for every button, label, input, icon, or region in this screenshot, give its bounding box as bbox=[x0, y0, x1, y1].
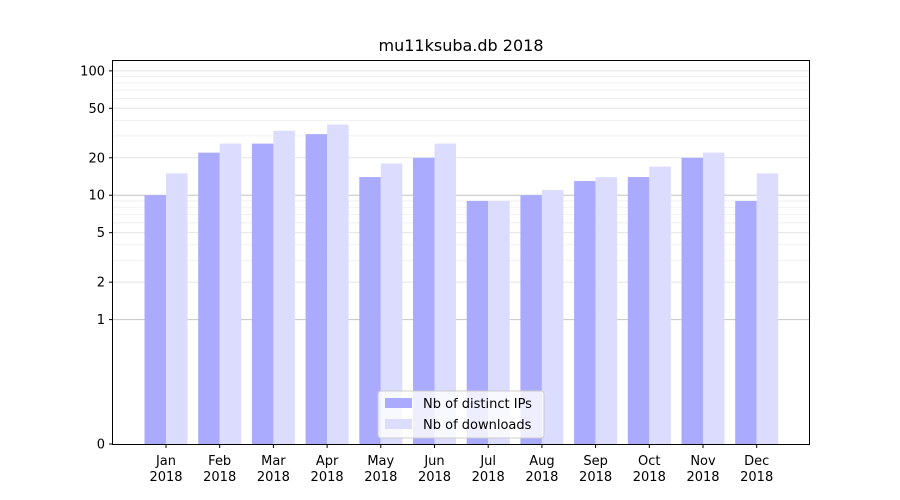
bar-downloads bbox=[756, 173, 779, 444]
y-tick-label: 1 bbox=[97, 313, 105, 328]
x-tick-label-year: 2018 bbox=[633, 470, 666, 485]
bar-distinct-ips bbox=[520, 195, 542, 444]
y-tick-label: 20 bbox=[88, 151, 105, 166]
bar-distinct-ips bbox=[735, 200, 757, 444]
y-tick-label: 10 bbox=[88, 189, 105, 204]
y-tick-label: 2 bbox=[97, 276, 105, 291]
legend-label: Nb of downloads bbox=[423, 418, 532, 433]
x-tick-label-month: Oct bbox=[638, 454, 660, 469]
x-tick-label-month: Dec bbox=[744, 454, 769, 469]
x-tick-label-year: 2018 bbox=[525, 470, 558, 485]
x-tick-label-month: Jun bbox=[423, 454, 444, 469]
legend-swatch bbox=[385, 419, 412, 429]
bar-distinct-ips bbox=[627, 177, 650, 444]
y-tick-label: 50 bbox=[88, 102, 105, 117]
x-tick-label-month: Jul bbox=[479, 454, 496, 469]
bar-downloads bbox=[649, 166, 671, 444]
x-tick-label-month: Mar bbox=[261, 454, 286, 469]
x-tick-label-year: 2018 bbox=[740, 470, 773, 485]
bar-downloads bbox=[327, 124, 349, 445]
x-tick-label-year: 2018 bbox=[257, 470, 290, 485]
y-tick-label: 100 bbox=[80, 64, 105, 79]
x-tick-label-month: Nov bbox=[690, 454, 716, 469]
x-tick-label-year: 2018 bbox=[203, 470, 236, 485]
x-axis: Jan2018Feb2018Mar2018Apr2018May2018Jun20… bbox=[149, 444, 773, 485]
bar-downloads bbox=[488, 200, 510, 444]
y-axis: 0 1 2 5 10 20 50 100 bbox=[80, 64, 113, 453]
bar-distinct-ips bbox=[198, 152, 220, 445]
bar-distinct-ips bbox=[359, 177, 381, 444]
y-tick-label: 0 bbox=[97, 438, 105, 453]
x-tick-label-year: 2018 bbox=[686, 470, 719, 485]
bar-downloads bbox=[273, 130, 295, 444]
x-tick-label-year: 2018 bbox=[311, 470, 344, 485]
bar-downloads bbox=[166, 173, 188, 444]
legend-label: Nb of distinct IPs bbox=[423, 397, 532, 412]
bars bbox=[144, 124, 779, 445]
x-tick-label-month: Feb bbox=[208, 454, 231, 469]
legend-box bbox=[377, 390, 545, 439]
x-tick-label-year: 2018 bbox=[149, 470, 182, 485]
bar-downloads bbox=[595, 177, 618, 444]
x-tick-label-month: Jan bbox=[155, 454, 176, 469]
x-tick-label-year: 2018 bbox=[418, 470, 451, 485]
plot-frame bbox=[112, 60, 810, 445]
x-tick-label-year: 2018 bbox=[579, 470, 612, 485]
x-tick-label-month: May bbox=[367, 454, 394, 469]
bar-distinct-ips bbox=[681, 157, 703, 444]
bar-downloads bbox=[219, 143, 242, 444]
x-tick-label-month: Aug bbox=[529, 454, 554, 469]
bar-distinct-ips bbox=[413, 157, 435, 444]
bar-distinct-ips bbox=[574, 181, 596, 444]
bar-downloads bbox=[703, 152, 725, 445]
bar-distinct-ips bbox=[466, 200, 489, 444]
bar-distinct-ips bbox=[251, 143, 274, 444]
chart-title: mu11ksuba.db 2018 bbox=[379, 36, 544, 55]
y-tick-label: 5 bbox=[97, 226, 105, 241]
bar-downloads bbox=[434, 143, 456, 444]
legend-swatch bbox=[385, 398, 412, 408]
bar-distinct-ips bbox=[144, 195, 166, 444]
bar-distinct-ips bbox=[305, 134, 328, 444]
x-tick-label-year: 2018 bbox=[472, 470, 505, 485]
x-tick-label-month: Sep bbox=[583, 454, 608, 469]
x-tick-label-year: 2018 bbox=[364, 470, 397, 485]
bar-downloads bbox=[380, 163, 403, 444]
bar-downloads bbox=[541, 190, 564, 444]
legend: Nb of distinct IPs Nb of downloads bbox=[377, 390, 545, 439]
x-tick-label-month: Apr bbox=[316, 454, 339, 469]
